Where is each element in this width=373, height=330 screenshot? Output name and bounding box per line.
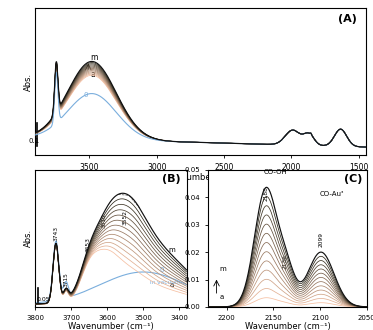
Text: (B): (B)	[162, 174, 181, 184]
Text: a: a	[219, 294, 223, 300]
Text: 3653: 3653	[86, 237, 91, 251]
Text: in vacuum: in vacuum	[150, 280, 180, 285]
Text: CO-Auᶟ: CO-Auᶟ	[320, 191, 344, 197]
Text: m: m	[219, 266, 226, 272]
Text: 3715: 3715	[63, 272, 69, 287]
Text: (C): (C)	[344, 174, 362, 184]
Y-axis label: Abs.: Abs.	[23, 73, 33, 91]
X-axis label: Wavenumber (cm⁻¹): Wavenumber (cm⁻¹)	[245, 322, 330, 330]
Text: CO-OH: CO-OH	[263, 169, 287, 176]
Text: m: m	[91, 52, 98, 62]
X-axis label: Wavenumber (cm⁻¹): Wavenumber (cm⁻¹)	[68, 322, 154, 330]
Text: 0: 0	[159, 267, 164, 273]
X-axis label: Wavenumber (cm⁻¹): Wavenumber (cm⁻¹)	[158, 173, 243, 182]
Text: 2136: 2136	[282, 254, 287, 269]
Text: 2188: 2188	[263, 186, 269, 201]
Text: 3743: 3743	[53, 226, 59, 241]
Text: 2099: 2099	[319, 232, 323, 247]
Y-axis label: Abs.: Abs.	[23, 229, 33, 248]
Text: a: a	[91, 70, 95, 79]
Text: (A): (A)	[338, 14, 357, 24]
Text: 3552: 3552	[122, 210, 127, 225]
Text: 0: 0	[84, 92, 88, 98]
Text: 3610: 3610	[101, 214, 106, 228]
Text: 0.05: 0.05	[37, 297, 50, 302]
Text: 0.1: 0.1	[28, 138, 40, 144]
Text: a: a	[170, 282, 174, 288]
Text: m: m	[169, 248, 175, 253]
